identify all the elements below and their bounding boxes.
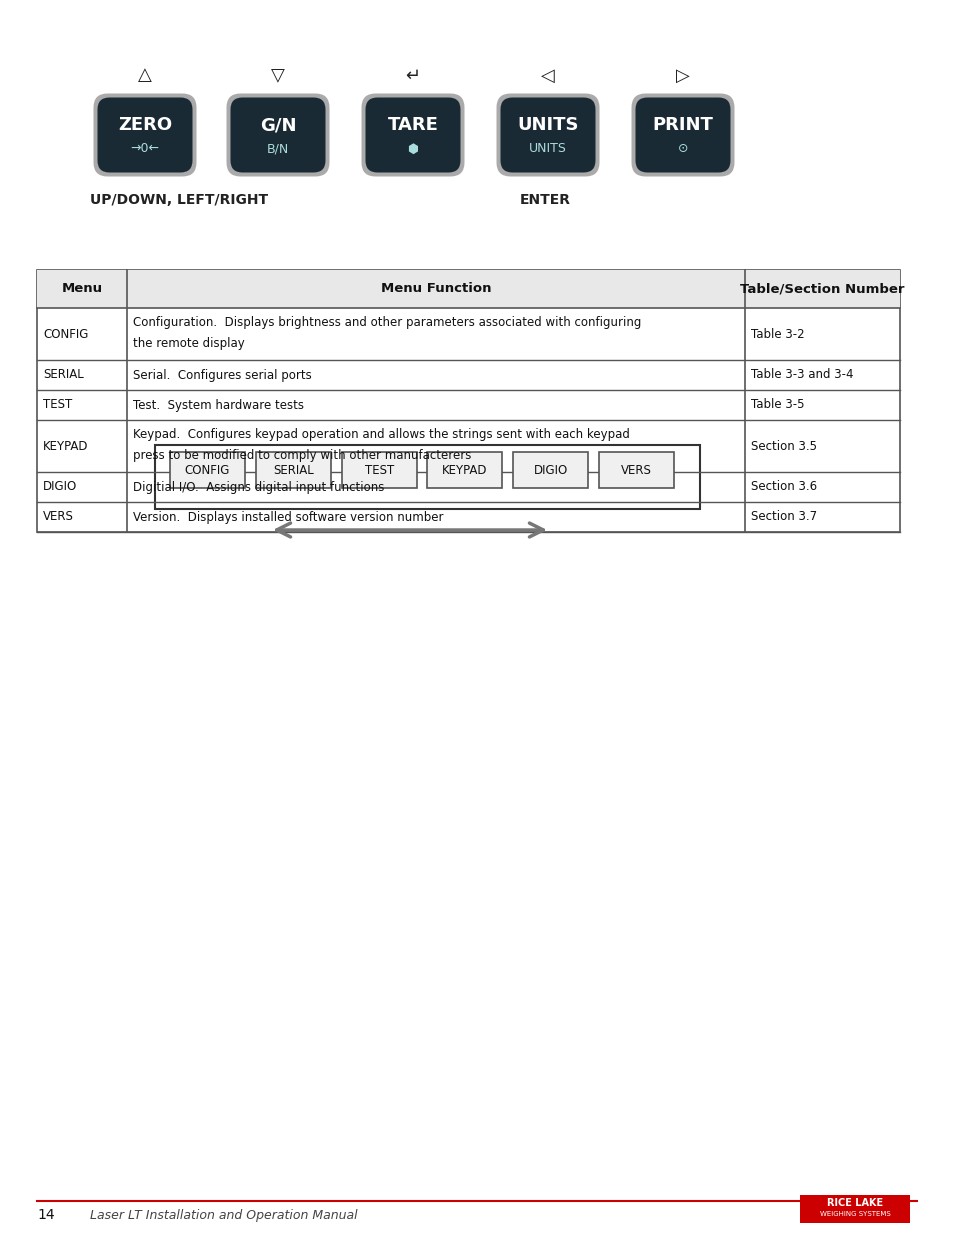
Text: Laser LT Installation and Operation Manual: Laser LT Installation and Operation Manu… <box>90 1209 357 1221</box>
Text: ⬢: ⬢ <box>407 142 418 156</box>
Text: DIGIO: DIGIO <box>533 463 567 477</box>
Text: UP/DOWN, LEFT/RIGHT: UP/DOWN, LEFT/RIGHT <box>90 193 268 207</box>
Text: Section 3.7: Section 3.7 <box>750 510 817 524</box>
FancyBboxPatch shape <box>365 98 460 173</box>
Text: UNITS: UNITS <box>529 142 566 156</box>
Text: →0←: →0← <box>131 142 159 156</box>
Text: VERS: VERS <box>43 510 73 524</box>
Text: Table 3-5: Table 3-5 <box>750 399 803 411</box>
Bar <box>513 452 588 488</box>
FancyBboxPatch shape <box>635 98 730 173</box>
Text: Section 3.5: Section 3.5 <box>750 440 816 452</box>
Text: KEYPAD: KEYPAD <box>43 440 89 452</box>
Text: ▽: ▽ <box>271 67 285 84</box>
Text: Serial.  Configures serial ports: Serial. Configures serial ports <box>132 368 312 382</box>
Text: TEST: TEST <box>43 399 72 411</box>
Text: VERS: VERS <box>620 463 652 477</box>
Text: Version.  Displays installed software version number: Version. Displays installed software ver… <box>132 510 443 524</box>
Bar <box>598 452 674 488</box>
Text: Test.  System hardware tests: Test. System hardware tests <box>132 399 304 411</box>
Text: △: △ <box>138 67 152 84</box>
Bar <box>154 445 700 509</box>
Text: G/N: G/N <box>259 116 296 135</box>
Text: CONFIG: CONFIG <box>185 463 230 477</box>
Text: TEST: TEST <box>364 463 394 477</box>
Text: ENTER: ENTER <box>519 193 570 207</box>
Bar <box>37 270 899 532</box>
Text: Digitial I/O.  Assigns digital input functions: Digitial I/O. Assigns digital input func… <box>132 480 384 494</box>
Text: ▷: ▷ <box>676 67 689 84</box>
Bar <box>341 452 416 488</box>
Text: ZERO: ZERO <box>118 116 172 135</box>
Text: SERIAL: SERIAL <box>43 368 84 382</box>
Text: KEYPAD: KEYPAD <box>442 463 487 477</box>
Text: Menu: Menu <box>61 283 103 295</box>
Text: press to be modified to comply with other manufacterers: press to be modified to comply with othe… <box>132 448 471 462</box>
Text: Table/Section Number: Table/Section Number <box>740 283 903 295</box>
Text: Table 3-3 and 3-4: Table 3-3 and 3-4 <box>750 368 853 382</box>
FancyBboxPatch shape <box>226 94 329 177</box>
Text: the remote display: the remote display <box>132 337 245 350</box>
Text: Table 3-2: Table 3-2 <box>750 327 803 341</box>
Text: ↵: ↵ <box>405 67 420 84</box>
Text: RICE LAKE: RICE LAKE <box>826 1198 882 1208</box>
FancyBboxPatch shape <box>97 98 193 173</box>
FancyBboxPatch shape <box>500 98 595 173</box>
Text: UNITS: UNITS <box>517 116 578 135</box>
Bar <box>37 270 899 308</box>
Text: Configuration.  Displays brightness and other parameters associated with configu: Configuration. Displays brightness and o… <box>132 316 640 329</box>
Text: Menu Function: Menu Function <box>380 283 491 295</box>
Text: Section 3.6: Section 3.6 <box>750 480 817 494</box>
Bar <box>800 1195 909 1223</box>
Bar <box>255 452 331 488</box>
Bar <box>427 452 502 488</box>
FancyBboxPatch shape <box>631 94 734 177</box>
Text: B/N: B/N <box>267 142 289 156</box>
FancyBboxPatch shape <box>361 94 464 177</box>
Text: PRINT: PRINT <box>652 116 713 135</box>
Text: Keypad.  Configures keypad operation and allows the strings sent with each keypa: Keypad. Configures keypad operation and … <box>132 429 629 441</box>
Text: ⊙: ⊙ <box>677 142 687 156</box>
Text: SERIAL: SERIAL <box>273 463 314 477</box>
Text: DIGIO: DIGIO <box>43 480 77 494</box>
Text: 14: 14 <box>37 1208 54 1221</box>
Bar <box>170 452 245 488</box>
Text: CONFIG: CONFIG <box>43 327 89 341</box>
FancyBboxPatch shape <box>93 94 196 177</box>
Text: TARE: TARE <box>387 116 438 135</box>
FancyBboxPatch shape <box>496 94 598 177</box>
Text: WEIGHING SYSTEMS: WEIGHING SYSTEMS <box>819 1212 889 1216</box>
Text: ◁: ◁ <box>540 67 555 84</box>
FancyBboxPatch shape <box>231 98 325 173</box>
